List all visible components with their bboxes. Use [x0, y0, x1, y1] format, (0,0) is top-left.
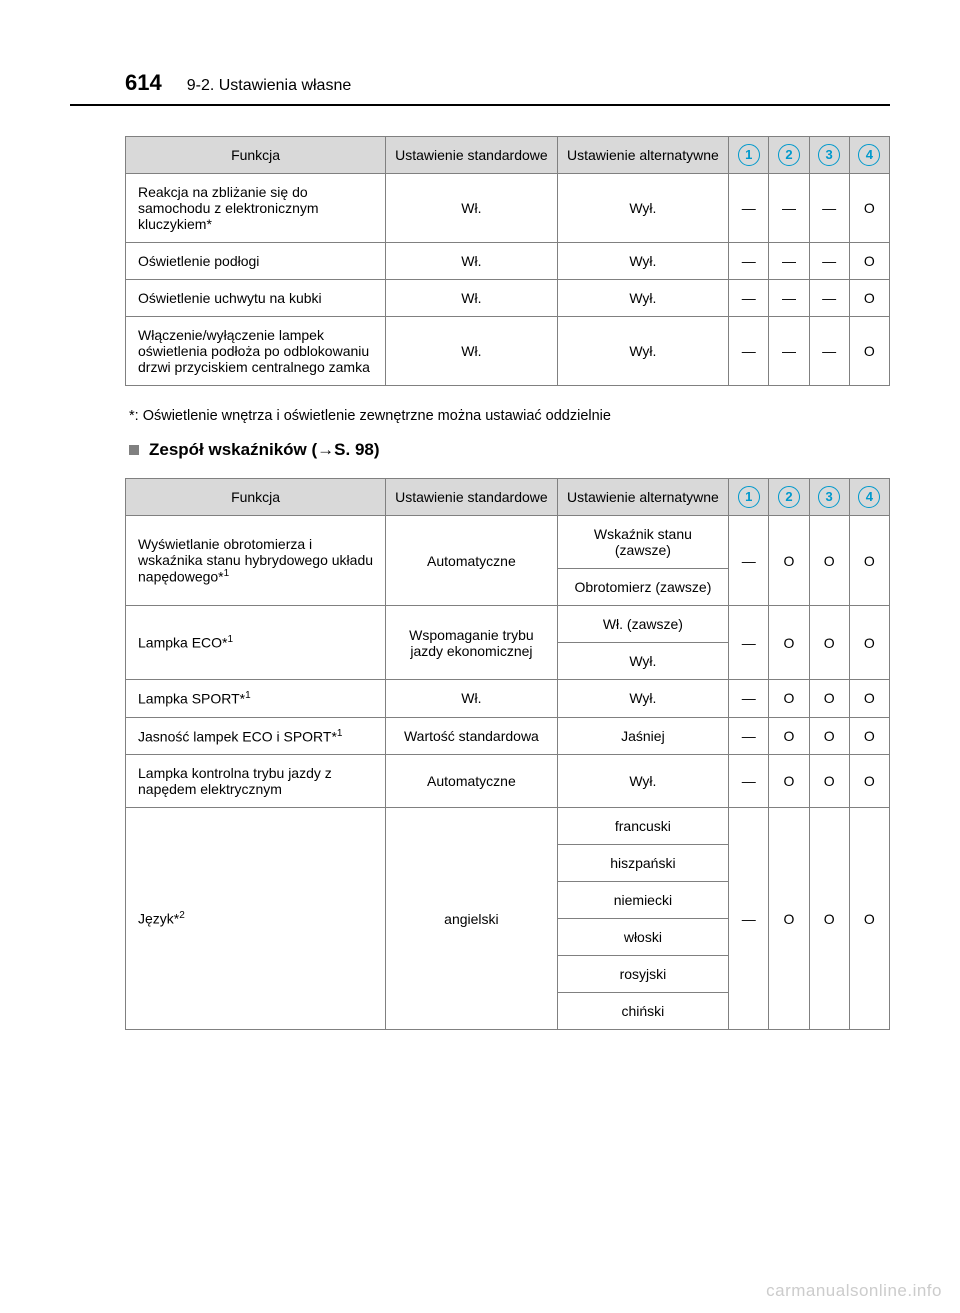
header-std: Ustawienie standardowe: [386, 479, 557, 516]
table-row: Lampka kontrolna trybu jazdy z napędem e…: [126, 755, 890, 808]
divider: [70, 104, 890, 106]
header-func: Funkcja: [126, 137, 386, 174]
header-icon-1: 1: [729, 137, 769, 174]
header-icon-4: 4: [849, 479, 889, 516]
settings-table-2: Funkcja Ustawienie standardowe Ustawieni…: [125, 478, 890, 1030]
header-std: Ustawienie standardowe: [386, 137, 557, 174]
table-row: Oświetlenie uchwytu na kubki Wł. Wył. — …: [126, 280, 890, 317]
table-row: Reakcja na zbliżanie się do samochodu z …: [126, 174, 890, 243]
header-icon-2: 2: [769, 479, 809, 516]
watermark: carmanualsonline.info: [766, 1281, 942, 1301]
square-bullet-icon: [129, 445, 139, 455]
table-row: Oświetlenie podłogi Wł. Wył. — — — O: [126, 243, 890, 280]
table-row: Jasność lampek ECO i SPORT*1 Wartość sta…: [126, 717, 890, 755]
section-title: 9-2. Ustawienia własne: [187, 77, 352, 95]
header-icon-1: 1: [729, 479, 769, 516]
table-row: Włączenie/wyłączenie lampek oświetlenia …: [126, 317, 890, 386]
settings-table-1: Funkcja Ustawienie standardowe Ustawieni…: [125, 136, 890, 386]
header-alt: Ustawienie alternatywne: [557, 479, 728, 516]
header-icon-3: 3: [809, 137, 849, 174]
page-content: 614 9-2. Ustawienia własne Funkcja Ustaw…: [0, 0, 960, 1030]
header-icon-2: 2: [769, 137, 809, 174]
table-row: Język*2 angielski francuski — O O O: [126, 808, 890, 845]
header-alt: Ustawienie alternatywne: [557, 137, 728, 174]
page-header: 614 9-2. Ustawienia własne: [125, 70, 890, 96]
header-icon-3: 3: [809, 479, 849, 516]
table-row: Lampka ECO*1 Wspomaganie trybu jazdy eko…: [126, 606, 890, 643]
subheading: Zespół wskaźników (→S. 98): [125, 440, 890, 460]
header-func: Funkcja: [126, 479, 386, 516]
table-row: Wyświetlanie obrotomierza i wskaźnika st…: [126, 516, 890, 569]
page-number: 614: [125, 70, 162, 96]
table-row: Lampka SPORT*1 Wł. Wył. — O O O: [126, 680, 890, 718]
header-icon-4: 4: [849, 137, 889, 174]
footnote: *: Oświetlenie wnętrza i oświetlenie zew…: [125, 408, 890, 424]
